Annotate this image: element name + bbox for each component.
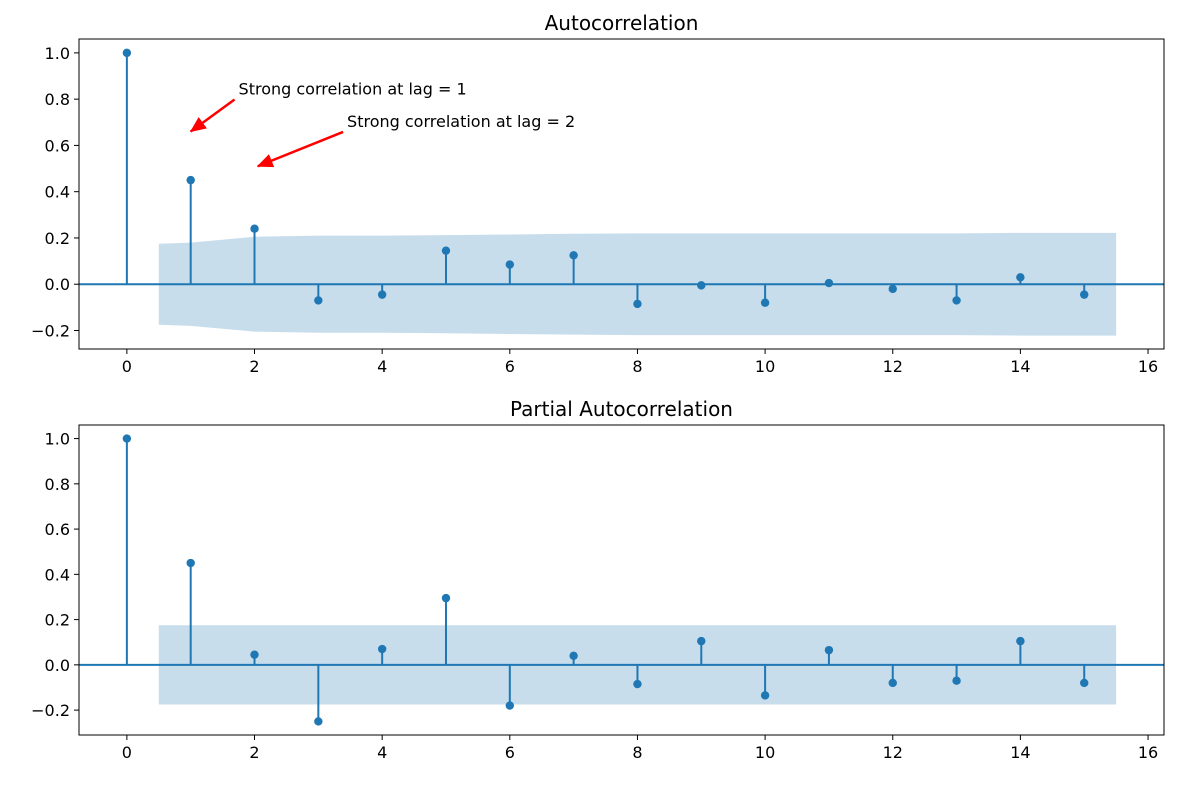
y-tick-label: −0.2 (31, 701, 70, 720)
x-tick-label: 4 (377, 743, 387, 762)
point-lag-4 (377, 644, 387, 654)
point-lag-10 (760, 298, 770, 307)
chart-title: Autocorrelation (545, 11, 699, 35)
point-lag-4 (377, 290, 387, 299)
point-lag-1 (186, 558, 195, 568)
x-tick-label: 16 (1138, 357, 1158, 376)
y-tick-label: 0.0 (45, 275, 70, 294)
point-lag-7 (569, 251, 578, 260)
x-tick-label: 6 (505, 743, 515, 762)
y-tick-label: 0.2 (45, 229, 70, 248)
point-lag-14 (1016, 636, 1025, 646)
x-tick-label: 12 (883, 743, 903, 762)
point-lag-5 (441, 593, 451, 603)
point-lag-11 (824, 278, 834, 288)
point-lag-13 (952, 296, 961, 305)
annotation-text-2: Strong correlation at lag = 2 (347, 112, 575, 131)
x-tick-label: 6 (505, 357, 515, 376)
x-tick-label: 14 (1010, 357, 1030, 376)
x-tick-label: 4 (377, 357, 387, 376)
annotation-arrow-2 (256, 130, 344, 168)
annotation-arrow-1 (189, 98, 236, 133)
y-tick-label: 0.4 (45, 565, 70, 584)
point-lag-2 (250, 650, 259, 659)
point-lag-7 (569, 651, 578, 661)
point-lag-3 (314, 296, 323, 305)
point-lag-0 (122, 434, 132, 443)
point-lag-9 (697, 281, 706, 290)
y-tick-label: 1.0 (45, 44, 70, 63)
y-tick-label: 1.0 (45, 430, 70, 449)
point-lag-6 (505, 260, 515, 269)
axes-frame (78, 38, 1165, 350)
x-tick-label: 0 (122, 743, 132, 762)
annotation-text-1: Strong correlation at lag = 1 (239, 80, 467, 99)
point-lag-8 (633, 679, 642, 689)
point-lag-1 (186, 175, 195, 185)
chart-panel-pacf: 0 2 4 6 8 10 12 14 16 −0.2 0.0 0.2 0.4 0.6 0.8 1.0 Parti… (31, 397, 1165, 762)
y-tick-label: 0.8 (45, 475, 70, 494)
y-tick-label: −0.2 (31, 321, 70, 340)
point-lag-9 (697, 636, 706, 646)
chart-title: Partial Autocorrelation (510, 397, 733, 421)
point-lag-15 (1080, 678, 1089, 688)
point-lag-2 (250, 224, 259, 233)
point-lag-3 (314, 717, 323, 726)
x-tick-label: 2 (249, 357, 259, 376)
x-tick-label: 10 (755, 743, 775, 762)
point-lag-15 (1080, 290, 1089, 299)
x-tick-label: 8 (632, 743, 642, 762)
x-tick-label: 2 (249, 743, 259, 762)
point-lag-11 (824, 645, 834, 655)
point-lag-13 (952, 676, 961, 685)
y-tick-label: 0.8 (45, 90, 70, 109)
x-tick-label: 0 (122, 357, 132, 376)
y-tick-label: 0.2 (45, 611, 70, 630)
x-tick-label: 12 (883, 357, 903, 376)
point-lag-14 (1016, 273, 1025, 282)
x-tick-label: 14 (1010, 743, 1030, 762)
chart-panel-acf: 0 2 4 6 8 10 12 14 16 −0.2 0.0 0.2 0.4 0.6 0.8 1.0 Autoc… (31, 11, 1165, 376)
x-tick-label: 10 (755, 357, 775, 376)
point-lag-12 (888, 678, 897, 688)
y-tick-label: 0.0 (45, 656, 70, 675)
axes-frame (78, 424, 1165, 736)
point-lag-8 (633, 299, 642, 309)
point-lag-10 (760, 691, 770, 700)
point-lag-12 (888, 284, 897, 294)
y-tick-label: 0.6 (45, 520, 70, 539)
y-tick-label: 0.6 (45, 136, 70, 155)
point-lag-0 (122, 48, 132, 58)
point-lag-6 (505, 701, 515, 710)
x-tick-label: 8 (632, 357, 642, 376)
x-tick-label: 16 (1138, 743, 1158, 762)
point-lag-5 (441, 246, 451, 255)
y-tick-label: 0.4 (45, 183, 70, 202)
